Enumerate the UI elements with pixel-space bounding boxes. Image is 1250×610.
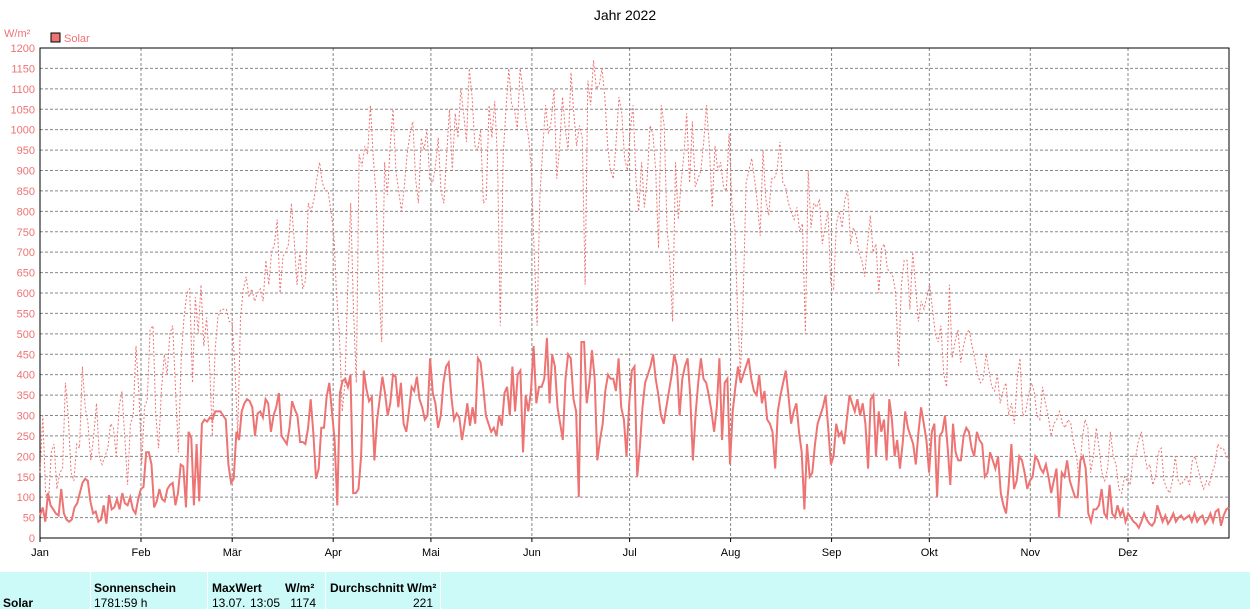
x-tick-label: Jul <box>623 547 637 559</box>
y-tick-label: 50 <box>23 513 35 525</box>
maxwert-unit: W/m² <box>285 581 315 595</box>
durchschnitt-unit: W/m² <box>407 581 437 595</box>
y-tick-label: 700 <box>17 247 35 259</box>
chart-title: Jahr 2022 <box>594 7 656 23</box>
column-divider <box>207 572 208 609</box>
y-tick-label: 1200 <box>11 43 35 55</box>
x-tick-label: Feb <box>131 547 150 559</box>
y-tick-label: 500 <box>17 329 35 341</box>
chart: 0 50 100 150 200 250 300 350 400 450 500 550 600 650 7… <box>4 7 1230 559</box>
x-tick-label: Apr <box>325 547 342 559</box>
y-tick-label: 350 <box>17 390 35 402</box>
axes: 0 50 100 150 200 250 300 350 400 450 500 550 600 650 7… <box>11 43 1230 559</box>
y-tick-label: 900 <box>17 166 35 178</box>
series-line-daily-max <box>39 60 1230 502</box>
durchschnitt-header: Durchschnitt <box>330 581 405 595</box>
y-tick-label: 650 <box>17 268 35 280</box>
y-tick-label: 0 <box>29 533 35 545</box>
maxwert-time: 13:05 <box>250 596 281 610</box>
y-tick-label: 150 <box>17 472 35 484</box>
maxwert-value: 1174 <box>290 596 316 610</box>
y-tick-label: 750 <box>17 227 35 239</box>
x-tick-label: Jan <box>31 547 49 559</box>
x-tick-label: Mai <box>422 547 440 559</box>
y-tick-label: 550 <box>17 308 35 320</box>
maxwert-date: 13.07. <box>212 596 246 610</box>
x-tick-label: Okt <box>921 547 938 559</box>
durchschnitt-value: 221 <box>412 596 433 610</box>
y-tick-label: 1050 <box>11 104 35 116</box>
column-divider <box>325 572 326 609</box>
sonnenschein-header: Sonnenschein <box>94 581 177 595</box>
column-divider <box>90 572 91 609</box>
y-tick-label: 950 <box>17 145 35 157</box>
y-tick-label: 1100 <box>11 84 35 96</box>
sonnenschein-value: 1781:59 h <box>94 596 148 610</box>
y-tick-label: 600 <box>17 288 35 300</box>
maxwert-header: MaxWert <box>212 581 262 595</box>
x-tick-label: Sep <box>822 547 842 559</box>
y-tick-label: 450 <box>17 349 35 361</box>
x-tick-label: Mär <box>223 547 242 559</box>
y-tick-label: 850 <box>17 186 35 198</box>
y-tick-label: 300 <box>17 411 35 423</box>
x-tick-label: Nov <box>1021 547 1041 559</box>
legend-swatch[interactable] <box>50 32 61 43</box>
y-tick-label: 250 <box>17 431 35 443</box>
legend-label[interactable]: Solar <box>64 33 90 45</box>
series <box>39 60 1230 530</box>
y-tick-label: 400 <box>17 370 35 382</box>
summary-table: Sonnenschein 1781:59 h MaxWert W/m² 13.0… <box>0 572 1250 610</box>
row-label-solar: Solar <box>3 596 34 610</box>
y-tick-label: 1150 <box>11 63 35 75</box>
column-divider <box>440 572 441 609</box>
gridlines <box>40 48 1229 538</box>
y-tick-label: 800 <box>17 206 35 218</box>
x-tick-label: Aug <box>721 547 741 559</box>
series-line-daily-mean <box>39 337 1230 530</box>
y-tick-label: 100 <box>17 492 35 504</box>
x-tick-label: Jun <box>523 547 541 559</box>
plot-frame <box>39 47 1230 539</box>
y-tick-label: 200 <box>17 451 35 463</box>
y-tick-label: 1000 <box>11 125 35 137</box>
y-axis-unit: W/m² <box>4 28 31 40</box>
x-tick-label: Dez <box>1118 547 1138 559</box>
